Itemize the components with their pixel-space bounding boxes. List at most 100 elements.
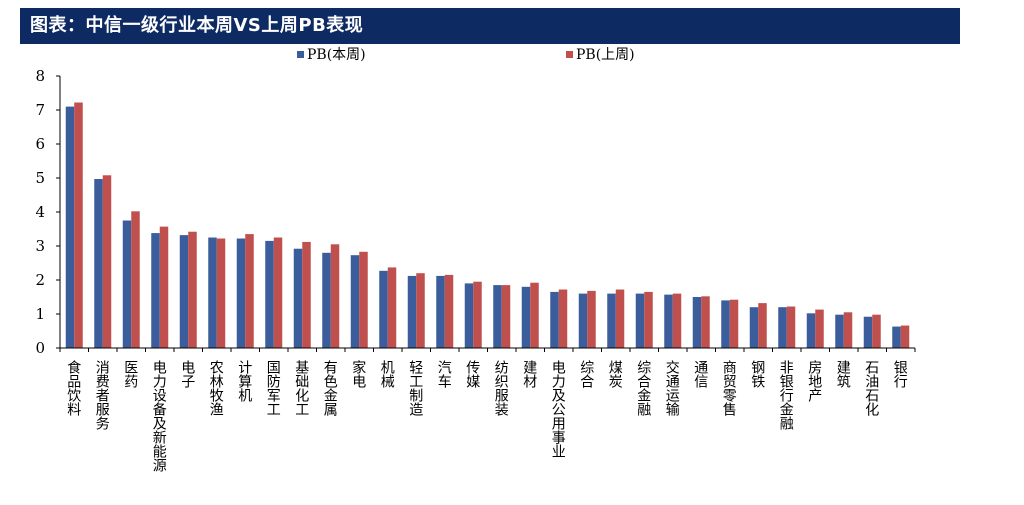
category-label: 计算机 — [238, 361, 252, 405]
category-label: 综合金融 — [637, 361, 651, 419]
y-tick-label: 3 — [35, 237, 45, 255]
bar-last-week — [473, 281, 482, 348]
legend-label: PB(上周) — [576, 47, 635, 63]
bar-this-week — [835, 314, 844, 348]
bar-this-week — [407, 275, 417, 348]
bar-this-week — [521, 286, 531, 348]
category-label: 基础化工 — [295, 360, 309, 419]
legend-swatch — [297, 51, 304, 58]
bar-last-week — [758, 303, 767, 348]
category-label: 非银行金融 — [780, 361, 794, 433]
category-label: 电力设备及新能源 — [153, 361, 167, 475]
y-tick-label: 0 — [35, 339, 45, 357]
chart-title: 图表：中信一级行业本周VS上周PB表现 — [30, 15, 364, 36]
bar-last-week — [159, 226, 169, 348]
bar-last-week — [302, 241, 311, 348]
bars — [65, 102, 910, 349]
bar-this-week — [692, 297, 702, 348]
bar-this-week — [806, 313, 816, 348]
bar-last-week — [416, 273, 425, 348]
bar-last-week — [729, 299, 739, 348]
category-label: 房地产 — [808, 361, 822, 405]
bar-last-week — [359, 251, 368, 348]
bar-this-week — [721, 300, 730, 348]
bar-this-week — [151, 233, 160, 348]
bar-this-week — [607, 293, 616, 348]
category-label: 汽车 — [438, 361, 452, 391]
category-label: 钢铁 — [751, 361, 765, 391]
bar-last-week — [843, 312, 853, 348]
category-label: 机械 — [381, 361, 395, 391]
bar-this-week — [749, 307, 759, 348]
legend: PB(本周) PB(上周) — [297, 47, 635, 63]
bar-this-week — [265, 240, 274, 348]
bar-this-week — [208, 237, 217, 348]
bar-this-week — [664, 294, 673, 348]
bar-last-week — [672, 293, 682, 348]
y-tick-label: 1 — [35, 305, 45, 323]
legend-swatch — [566, 51, 573, 58]
category-label: 医药 — [124, 361, 138, 391]
category-label: 有色金属 — [324, 361, 338, 419]
bar-last-week — [74, 102, 83, 349]
bar-last-week — [501, 285, 511, 348]
bar-last-week — [786, 306, 796, 348]
category-label: 食品饮料 — [67, 360, 81, 419]
category-label: 交通运输 — [666, 360, 680, 419]
bar-this-week — [179, 235, 189, 348]
bar-last-week — [644, 291, 653, 348]
category-label: 传媒 — [466, 361, 480, 391]
bar-this-week — [65, 106, 75, 348]
category-label: 纺织服装 — [495, 361, 509, 419]
bar-last-week — [900, 325, 910, 348]
bar-this-week — [493, 285, 502, 348]
bar-this-week — [236, 238, 246, 348]
bar-this-week — [322, 252, 331, 348]
bar-last-week — [701, 296, 710, 348]
bar-this-week — [436, 275, 445, 348]
bar-last-week — [530, 282, 539, 348]
y-tick-label: 2 — [35, 271, 45, 289]
bar-this-week — [464, 283, 474, 348]
category-label: 商贸零售 — [723, 361, 737, 419]
bar-last-week — [330, 244, 340, 348]
category-label: 农林牧渔 — [210, 361, 224, 419]
category-label: 建材 — [523, 361, 537, 391]
category-label: 建筑 — [837, 361, 851, 391]
bar-last-week — [131, 211, 140, 348]
bar-this-week — [550, 291, 559, 348]
bar-last-week — [216, 238, 226, 348]
bar-last-week — [444, 274, 454, 348]
category-label: 消费者服务 — [96, 361, 110, 433]
bar-this-week — [863, 316, 873, 348]
bar-last-week — [815, 309, 824, 348]
bar-this-week — [350, 255, 360, 348]
category-label: 家电 — [352, 360, 366, 391]
category-label: 电力及公用事业 — [552, 361, 566, 461]
y-tick-label: 8 — [35, 67, 45, 85]
category-label: 通信 — [694, 361, 708, 391]
legend-label: PB(本周) — [307, 47, 366, 63]
title-bar: 图表：中信一级行业本周VS上周PB表现 — [20, 8, 960, 44]
category-label: 银行 — [894, 361, 908, 391]
bar-this-week — [892, 326, 901, 348]
bar-last-week — [102, 175, 112, 348]
bar-this-week — [379, 270, 388, 348]
y-tick-label: 6 — [35, 135, 45, 153]
bar-last-week — [188, 231, 197, 348]
bar-this-week — [778, 307, 787, 348]
bar-last-week — [587, 290, 596, 348]
category-label: 电子 — [181, 361, 195, 391]
y-tick-label: 4 — [35, 203, 45, 221]
bar-last-week — [387, 267, 397, 348]
bar-last-week — [273, 237, 283, 348]
bar-this-week — [635, 293, 645, 348]
bar-this-week — [94, 179, 103, 348]
bar-this-week — [293, 248, 303, 348]
category-label: 煤炭 — [609, 361, 623, 391]
bar-last-week — [558, 289, 568, 348]
bar-last-week — [615, 289, 625, 348]
bar-last-week — [245, 234, 254, 348]
